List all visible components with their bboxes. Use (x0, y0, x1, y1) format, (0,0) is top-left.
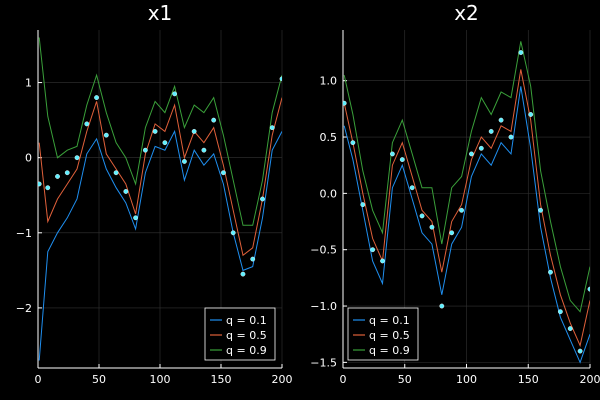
data-point (269, 125, 275, 131)
data-point (370, 247, 376, 253)
data-point (557, 309, 563, 315)
data-point (343, 100, 347, 106)
data-point (55, 174, 60, 179)
data-point (459, 207, 464, 213)
legend-label: q = 0.1 (226, 314, 267, 327)
data-point (45, 185, 51, 191)
data-point (518, 50, 524, 55)
data-point (38, 181, 42, 187)
y-tick-label: −2 (16, 302, 32, 315)
x-tick-label: 200 (272, 373, 293, 386)
data-point (389, 151, 395, 157)
data-point (74, 155, 80, 161)
data-point (84, 121, 90, 127)
plot-area (38, 37, 282, 361)
x-tick-label: 200 (580, 373, 600, 386)
subplot-x2: 0 50 100 150 200 1.0 0.5 0.0 −0.5 −1.0 −1.5 x2 q = 0… (310, 1, 600, 386)
data-point (260, 196, 265, 202)
data-point (64, 170, 70, 176)
series-line-q=0.5 (343, 69, 590, 348)
series-line-q=0.1 (38, 129, 282, 361)
data-point (181, 159, 187, 164)
data-point (488, 128, 494, 134)
data-point (123, 189, 129, 194)
plot-area (343, 41, 590, 364)
data-point (469, 151, 474, 157)
data-point (152, 128, 158, 134)
data-point (439, 303, 445, 309)
data-point (429, 224, 435, 230)
data-point (142, 147, 148, 153)
legend-label: q = 0.9 (369, 344, 410, 357)
legend-label: q = 0.1 (369, 314, 410, 327)
x-tick-label: 150 (518, 373, 539, 386)
data-point (508, 134, 514, 140)
x-tick-label: 50 (92, 373, 106, 386)
y-tick-label: 0 (25, 152, 32, 165)
data-point (350, 140, 356, 146)
y-tick-label: −0.5 (310, 244, 337, 257)
data-point (419, 213, 425, 219)
series-line-q=0.9 (38, 37, 282, 226)
data-point (478, 145, 484, 151)
data-point (103, 132, 109, 138)
data-point (548, 269, 553, 275)
y-tick-label: 0.0 (320, 187, 338, 200)
data-point (577, 348, 583, 354)
legend: q = 0.1 q = 0.5 q = 0.9 (204, 307, 276, 361)
data-point (172, 91, 178, 97)
data-point (399, 157, 405, 162)
y-tick-label: 1.0 (320, 75, 338, 88)
legend-label: q = 0.5 (226, 329, 267, 342)
data-point (587, 286, 590, 292)
data-point (279, 76, 282, 82)
data-point (409, 185, 415, 191)
chart-title: x2 (454, 1, 479, 25)
data-point (528, 112, 534, 117)
x-tick-label: 100 (150, 373, 171, 386)
legend: q = 0.1 q = 0.5 q = 0.9 (347, 307, 419, 361)
data-point (240, 271, 246, 277)
x-tick-label: 0 (340, 373, 347, 386)
x-tick-label: 100 (456, 373, 477, 386)
data-point (538, 207, 543, 213)
data-point (380, 258, 385, 264)
x-tick-label: 50 (398, 373, 412, 386)
series-line-q=0.1 (343, 86, 590, 364)
y-tick-label: −1 (16, 227, 32, 240)
legend-box (204, 307, 276, 361)
data-point (230, 230, 236, 236)
legend-box (347, 307, 419, 361)
y-tick-label: 0.5 (320, 131, 338, 144)
x-tick-label: 0 (35, 373, 42, 386)
data-point (567, 326, 573, 331)
y-tick-label: −1.5 (310, 356, 337, 369)
data-point (360, 202, 366, 208)
series-line-q=0.9 (343, 41, 590, 313)
data-point (250, 256, 256, 262)
data-point (113, 170, 119, 176)
data-point (162, 140, 168, 146)
data-point (191, 128, 197, 134)
data-point (201, 147, 207, 153)
data-point (221, 170, 226, 176)
data-point (133, 215, 139, 221)
y-tick-label: −1.0 (310, 300, 337, 313)
y-tick-label: 1 (25, 77, 32, 90)
data-point (498, 117, 504, 123)
data-point (94, 95, 99, 101)
x-tick-label: 150 (211, 373, 232, 386)
legend-label: q = 0.9 (226, 344, 267, 357)
series-line-q=0.5 (38, 97, 282, 257)
chart-title: x1 (148, 1, 173, 25)
data-point (449, 230, 455, 236)
data-point (211, 117, 217, 123)
legend-label: q = 0.5 (369, 329, 410, 342)
